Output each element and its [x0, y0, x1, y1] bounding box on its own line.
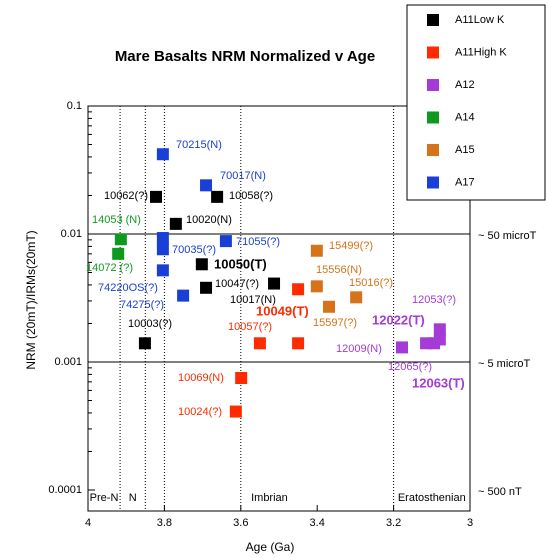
point [235, 371, 248, 384]
point [229, 405, 242, 418]
legend-label: A11High K [455, 46, 507, 58]
x-tick-label: 3.8 [157, 517, 172, 529]
point-label: 10024(?) [178, 406, 222, 418]
point [310, 244, 323, 257]
legend-swatch [427, 46, 439, 59]
point-label: 14072 (?) [86, 262, 133, 274]
era-label: Imbrian [251, 492, 288, 504]
plot-frame [87, 105, 471, 512]
point [268, 277, 281, 290]
point [177, 289, 190, 302]
legend-swatch [427, 111, 439, 124]
point [211, 190, 224, 203]
point-label: 10058(?) [229, 190, 273, 202]
legend-label: A12 [455, 79, 475, 91]
y-tick-label: 0.01 [61, 228, 82, 240]
point-label: 10057(?) [228, 321, 272, 333]
legend-swatch [427, 144, 439, 156]
point-label: 10062(?) [104, 190, 148, 202]
point-label: 14053 (N) [92, 214, 141, 226]
point [156, 243, 169, 256]
y-axis-label: NRM (20mT)/IRMs(20mT) [24, 230, 38, 369]
point [433, 333, 446, 346]
point [310, 280, 323, 293]
point-label: 71055(?) [236, 236, 280, 248]
point-label: 70035(?) [172, 244, 216, 256]
chart-title: Mare Basalts NRM Normalized v Age [115, 48, 375, 65]
point-label: 15597(?) [313, 317, 357, 329]
legend-label: A15 [455, 144, 475, 156]
legend-label: A11Low K [455, 14, 505, 26]
point-label: 12053(?) [412, 294, 456, 306]
point-label: 10020(N) [186, 214, 232, 226]
point [156, 148, 169, 161]
point-label: 12022(T) [372, 312, 425, 327]
x-tick-label: 3.2 [386, 517, 401, 529]
point [219, 235, 232, 248]
point [396, 341, 409, 354]
point [292, 283, 305, 296]
legend-swatch [427, 14, 439, 26]
point [350, 291, 363, 304]
ref-label: ~ 5 microT [478, 358, 531, 370]
ref-label: ~ 50 microT [478, 230, 537, 242]
x-tick-label: 3.6 [233, 517, 248, 529]
point [292, 337, 305, 350]
point-label: 15499(?) [329, 240, 373, 252]
point [195, 258, 208, 271]
point [433, 323, 446, 336]
point-label: 10050(T) [214, 256, 267, 271]
era-label: Pre-N [90, 492, 119, 504]
point [200, 179, 213, 192]
y-tick-label: 0.001 [54, 356, 82, 368]
x-axis-label: Age (Ga) [246, 540, 295, 554]
point-label: 15556(N) [316, 264, 362, 276]
point-label: 12063(T) [412, 375, 465, 390]
x-tick-label: 4 [85, 517, 91, 529]
legend-swatch [427, 176, 439, 189]
point [169, 217, 182, 230]
point [112, 247, 125, 260]
point-label: 10069(N) [178, 372, 224, 384]
point [253, 337, 266, 350]
point [156, 232, 169, 245]
point-label: 10017(N) [230, 294, 276, 306]
point [200, 281, 213, 294]
x-tick-label: 3.4 [310, 517, 325, 529]
point-label: 10047(?) [215, 278, 259, 290]
point-label: 74220OS(?) [98, 282, 158, 294]
ref-label: ~ 500 nT [478, 486, 522, 498]
era-label: N [129, 492, 137, 504]
y-tick-label: 0.1 [67, 100, 82, 112]
point [156, 264, 169, 277]
legend-label: A17 [455, 176, 475, 188]
point-label: 70017(N) [220, 170, 266, 182]
point-label: 74275(?) [120, 299, 164, 311]
y-tick-label: 0.0001 [48, 484, 82, 496]
legend [406, 4, 546, 201]
point-label: 70215(N) [176, 139, 222, 151]
point-label: 12009(N) [336, 343, 382, 355]
x-tick-label: 3 [467, 517, 473, 529]
point [323, 300, 336, 313]
legend-swatch [427, 79, 439, 91]
era-label: Eratosthenian [398, 492, 466, 504]
point [114, 233, 127, 246]
legend-label: A14 [455, 111, 475, 123]
point-label: 12065(?) [388, 361, 432, 373]
point [138, 337, 151, 350]
point-label: 15016(?) [349, 277, 393, 289]
point-label: 10003(?) [128, 318, 172, 330]
point [149, 190, 162, 203]
point-label: 10049(T) [256, 303, 309, 318]
